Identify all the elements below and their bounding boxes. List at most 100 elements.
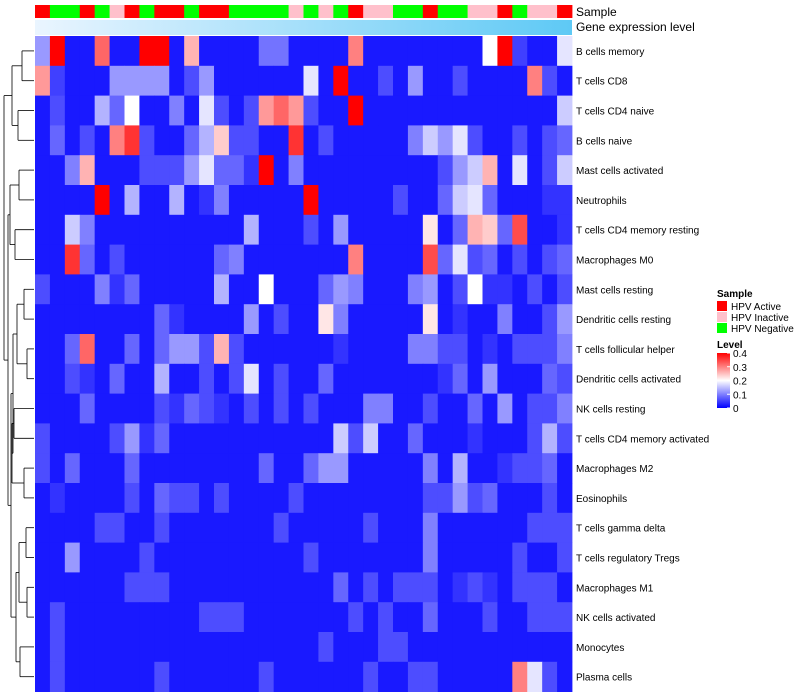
heatmap-cell <box>333 304 349 335</box>
heatmap-cell <box>467 602 483 633</box>
heatmap-cell <box>124 155 140 186</box>
heatmap-cell <box>94 244 110 275</box>
heatmap-cell <box>64 542 81 573</box>
sample-cell <box>512 5 528 18</box>
heatmap-cell <box>407 453 424 484</box>
heatmap-cell <box>542 334 558 365</box>
heatmap-cell <box>154 393 170 424</box>
heatmap-cell <box>497 95 513 126</box>
heatmap-cell <box>199 661 215 692</box>
heatmap-cell <box>273 274 289 305</box>
heatmap-cell <box>557 65 573 96</box>
heatmap-cell <box>318 334 334 365</box>
heatmap-cell <box>557 185 573 216</box>
heatmap-cell <box>288 185 304 216</box>
heatmap-cell <box>467 632 483 663</box>
heatmap-cell <box>452 572 468 603</box>
heatmap-cell <box>407 363 424 394</box>
sample-cell <box>437 5 454 18</box>
heatmap-cell <box>527 214 543 245</box>
heatmap-cell <box>482 155 498 186</box>
heatmap-cell <box>258 36 275 67</box>
heatmap-cell <box>557 244 573 275</box>
heatmap-cell <box>303 155 319 186</box>
row-label: T cells CD4 naive <box>576 107 655 118</box>
heatmap-cell <box>482 304 498 335</box>
heatmap-cell <box>303 661 319 692</box>
heatmap-cell <box>184 185 200 216</box>
heatmap-cell <box>109 453 125 484</box>
heatmap-cell <box>258 632 275 663</box>
heatmap-cell <box>452 602 468 633</box>
heatmap-cell <box>169 334 185 365</box>
heatmap-cell <box>154 155 170 186</box>
heatmap-cell <box>542 602 558 633</box>
heatmap-cell <box>557 214 573 245</box>
heatmap-cell <box>35 185 51 216</box>
heatmap-cell <box>258 572 275 603</box>
row-label: Plasma cells <box>576 673 632 684</box>
heatmap-cell <box>557 423 573 454</box>
heatmap-cell <box>333 185 349 216</box>
heatmap-cell <box>497 274 513 305</box>
heatmap-cell <box>139 334 155 365</box>
heatmap-cell <box>109 125 125 156</box>
heatmap-cell <box>258 423 275 454</box>
heatmap-cell <box>79 363 96 394</box>
heatmap-cell <box>497 185 513 216</box>
heatmap-cell <box>273 244 289 275</box>
heatmap-cell <box>199 542 215 573</box>
heatmap-cell <box>154 632 170 663</box>
heatmap-cell <box>184 602 200 633</box>
row-label: Eosinophils <box>576 494 627 505</box>
sample-cell <box>452 5 468 18</box>
heatmap-cell <box>109 542 125 573</box>
heatmap-cell <box>35 363 51 394</box>
heatmap-cell <box>437 512 454 543</box>
heatmap-cell <box>35 125 51 156</box>
row-label: T cells gamma delta <box>576 524 666 535</box>
heatmap-cell <box>452 512 468 543</box>
heatmap-cell <box>35 304 51 335</box>
sample-cell <box>184 5 200 18</box>
heatmap-cell <box>437 185 454 216</box>
heatmap-cell <box>318 185 334 216</box>
sample-cell <box>154 5 170 18</box>
heatmap-cell <box>35 661 51 692</box>
row-label: Macrophages M0 <box>576 256 654 267</box>
heatmap-cell <box>348 632 364 663</box>
heatmap-cell <box>64 334 81 365</box>
heatmap-cell <box>393 393 409 424</box>
heatmap-cell <box>303 274 319 305</box>
heatmap-cell <box>79 542 96 573</box>
heatmap-cell <box>184 65 200 96</box>
heatmap-cell <box>199 423 215 454</box>
heatmap-cell <box>378 393 394 424</box>
heatmap-cell <box>49 393 66 424</box>
heatmap-cell <box>348 214 364 245</box>
heatmap-cell <box>333 661 349 692</box>
heatmap-cell <box>467 244 483 275</box>
sample-cell <box>363 5 379 18</box>
heatmap-cell <box>139 661 155 692</box>
heatmap-cell <box>288 572 304 603</box>
heatmap-cell <box>94 214 110 245</box>
heatmap-cell <box>557 393 573 424</box>
heatmap-cell <box>109 274 125 305</box>
heatmap-cell <box>452 423 468 454</box>
heatmap-cell <box>303 393 319 424</box>
heatmap-cell <box>258 244 275 275</box>
heatmap-cell <box>139 363 155 394</box>
heatmap-cell <box>303 65 319 96</box>
heatmap-cell <box>437 244 454 275</box>
heatmap-cell <box>348 453 364 484</box>
heatmap-cell <box>348 274 364 305</box>
heatmap-cell <box>393 512 409 543</box>
heatmap-cell <box>393 632 409 663</box>
heatmap-cell <box>527 632 543 663</box>
heatmap-cell <box>288 155 304 186</box>
heatmap-cell <box>79 423 96 454</box>
heatmap-cell <box>393 483 409 514</box>
heatmap-cell <box>214 65 230 96</box>
